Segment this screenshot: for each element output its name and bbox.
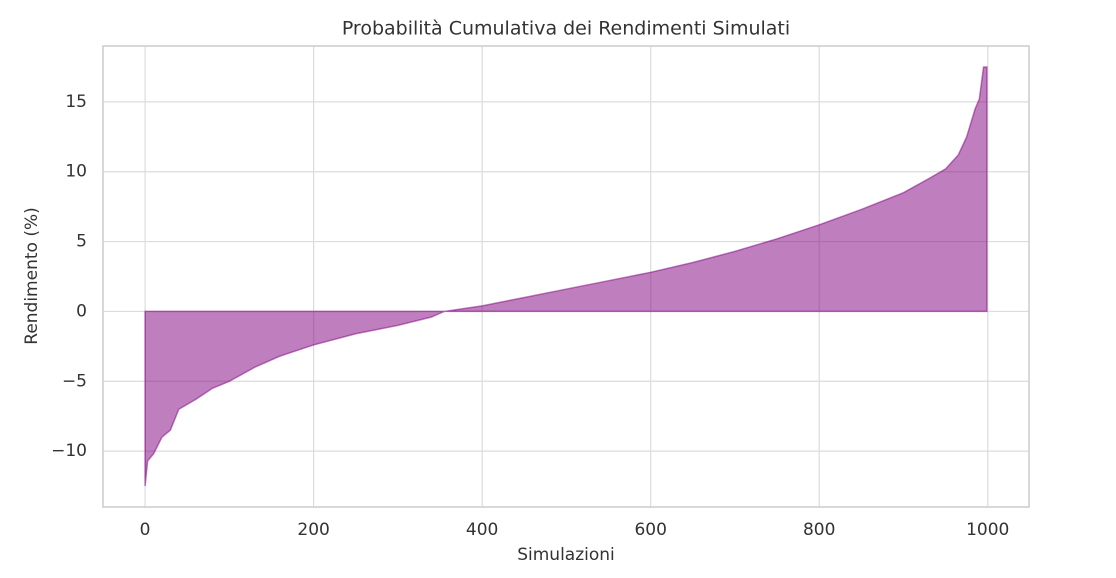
x-tick-label: 800 — [803, 520, 835, 540]
plot-frame — [102, 45, 1030, 508]
y-tick-label: 0 — [76, 301, 87, 321]
x-tick-label: 600 — [634, 520, 666, 540]
y-tick-label: 5 — [76, 232, 87, 252]
y-axis-label: Rendimento (%) — [22, 207, 42, 344]
y-tick-label: −10 — [51, 441, 87, 461]
x-axis-label: Simulazioni — [517, 545, 615, 565]
y-tick-label: 10 — [65, 162, 87, 182]
x-tick-label: 0 — [140, 520, 151, 540]
x-tick-label: 400 — [466, 520, 498, 540]
chart-title: Probabilità Cumulativa dei Rendimenti Si… — [342, 18, 790, 40]
y-tick-label: −5 — [62, 371, 87, 391]
area — [144, 66, 988, 487]
x-tick-label: 200 — [297, 520, 329, 540]
x-tick-label: 1000 — [966, 520, 1009, 540]
y-tick-label: 15 — [65, 92, 87, 112]
